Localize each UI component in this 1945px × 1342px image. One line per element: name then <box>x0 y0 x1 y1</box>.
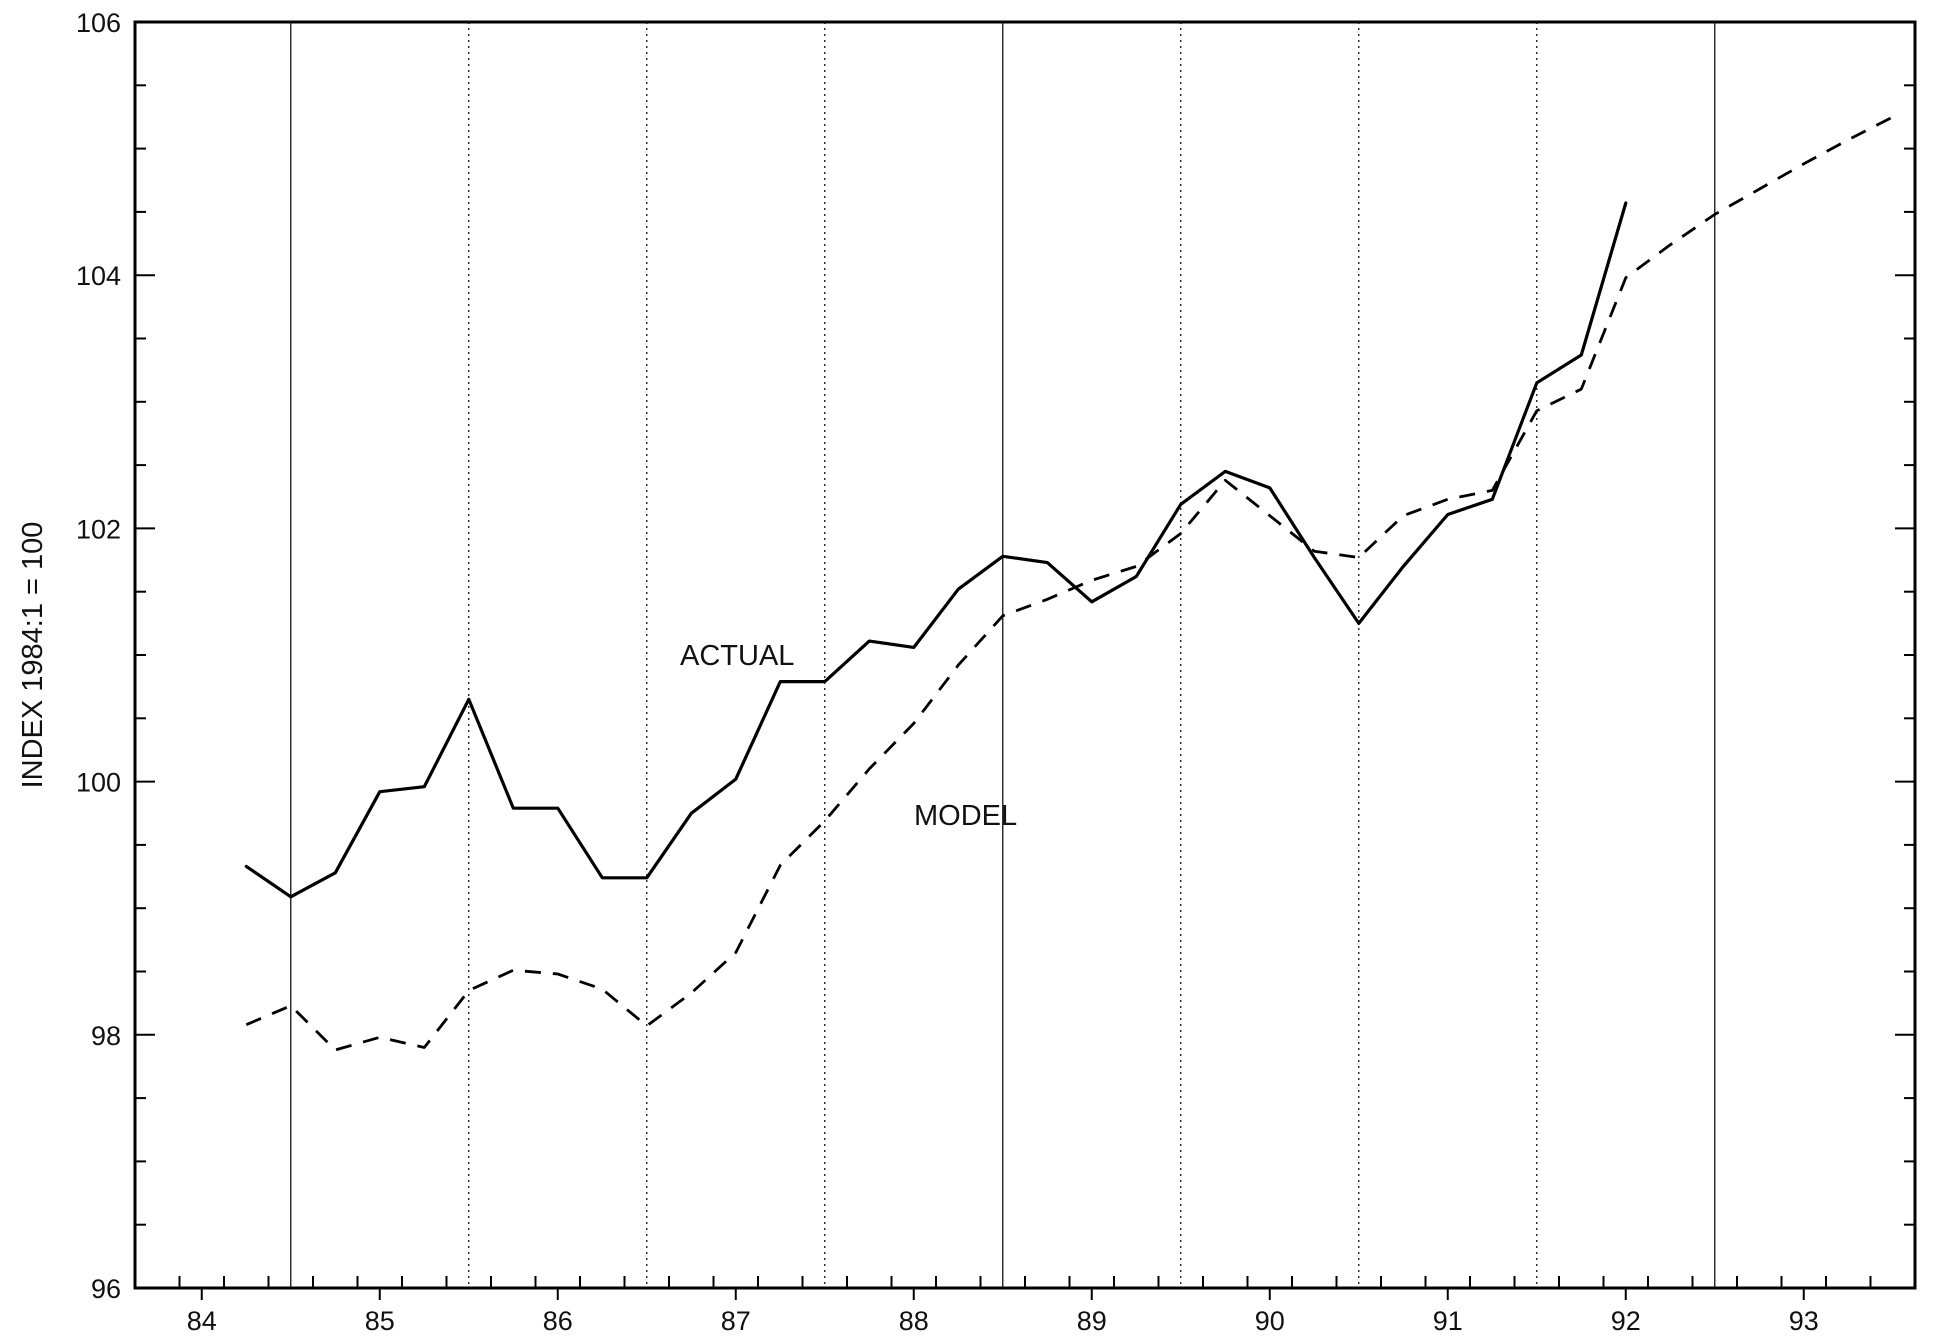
x-tick-label: 88 <box>899 1306 929 1336</box>
y-tick-label: 100 <box>76 768 121 798</box>
series-line-model <box>245 115 1894 1052</box>
x-tick-label: 93 <box>1789 1306 1819 1336</box>
y-tick-label: 104 <box>76 261 121 291</box>
y-tick-label: 98 <box>91 1021 121 1051</box>
series-line-actual <box>244 201 1628 899</box>
x-tick-label: 90 <box>1255 1306 1285 1336</box>
series-label-actual: ACTUAL <box>680 640 794 672</box>
series-label-model: MODEL <box>914 800 1017 832</box>
series-layer <box>244 115 1894 1052</box>
y-tick-label: 106 <box>76 8 121 38</box>
y-axis-ticks <box>135 21 1915 1289</box>
x-tick-label: 92 <box>1611 1306 1641 1336</box>
y-tick-label: 96 <box>91 1274 121 1304</box>
x-axis-tick-labels: 84 85 86 87 88 89 90 91 92 93 <box>187 1306 1819 1336</box>
x-tick-label: 86 <box>543 1306 573 1336</box>
y-tick-label: 102 <box>76 514 121 544</box>
period-divider-lines <box>290 22 1716 1288</box>
plot-frame <box>133 20 1917 1290</box>
y-axis-title: INDEX 1984:1 = 100 <box>17 522 49 789</box>
y-axis-tick-labels: 96 98 100 102 104 106 <box>76 8 121 1304</box>
x-tick-label: 91 <box>1433 1306 1463 1336</box>
x-tick-label: 84 <box>187 1306 217 1336</box>
x-tick-label: 89 <box>1077 1306 1107 1336</box>
x-tick-label: 87 <box>721 1306 751 1336</box>
x-tick-label: 85 <box>365 1306 395 1336</box>
